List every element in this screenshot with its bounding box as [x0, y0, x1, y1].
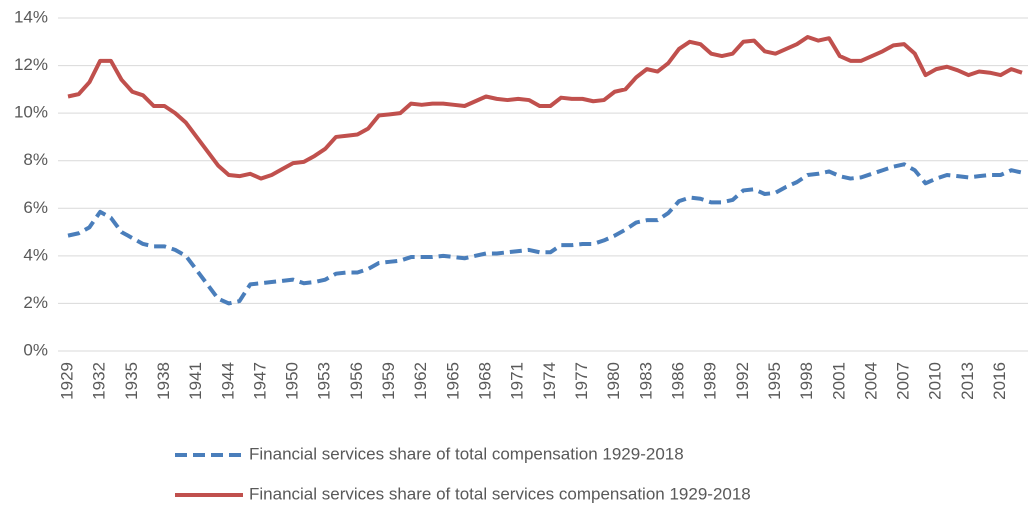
x-tick-label: 1989: [701, 362, 720, 400]
y-tick-label: 6%: [23, 198, 48, 217]
data-line: [67, 162, 1023, 306]
y-tick-label: 4%: [23, 245, 48, 264]
x-tick-label: 1962: [411, 362, 430, 400]
x-tick-label: 2010: [926, 362, 945, 400]
x-tick-label: 1986: [668, 362, 687, 400]
data-line: [67, 35, 1023, 181]
y-tick-label: 10%: [14, 103, 48, 122]
x-tick-label: 1950: [283, 362, 302, 400]
y-tick-label: 8%: [23, 150, 48, 169]
x-tick-label: 2004: [861, 362, 880, 400]
x-tick-label: 1995: [765, 362, 784, 400]
x-tick-label: 1929: [57, 362, 76, 400]
x-tick-label: 1965: [443, 362, 462, 400]
y-tick-label: 14%: [14, 7, 48, 26]
x-tick-label: 1953: [315, 362, 334, 400]
y-tick-label: 2%: [23, 293, 48, 312]
x-tick-label: 2013: [958, 362, 977, 400]
x-tick-label: 1971: [508, 362, 527, 400]
legend-label: Financial services share of total compen…: [249, 444, 684, 463]
x-tick-label: 1935: [122, 362, 141, 400]
x-tick-label: 1980: [604, 362, 623, 400]
x-tick-label: 1959: [379, 362, 398, 400]
x-tick-label: 1998: [797, 362, 816, 400]
x-tick-label: 1944: [218, 362, 237, 400]
x-tick-label: 1947: [250, 362, 269, 400]
x-tick-label: 1983: [636, 362, 655, 400]
x-tick-label: 1977: [572, 362, 591, 400]
x-tick-label: 2001: [829, 362, 848, 400]
x-tick-label: 1974: [540, 362, 559, 400]
x-tick-label: 2016: [990, 362, 1009, 400]
y-tick-label: 0%: [23, 340, 48, 359]
x-tick-label: 1938: [154, 362, 173, 400]
x-tick-label: 1992: [733, 362, 752, 400]
x-tick-label: 1932: [90, 362, 109, 400]
y-tick-label: 12%: [14, 55, 48, 74]
x-tick-label: 1956: [347, 362, 366, 400]
x-tick-label: 1968: [476, 362, 495, 400]
x-tick-label: 1941: [186, 362, 205, 400]
x-tick-label: 2007: [894, 362, 913, 400]
legend-label: Financial services share of total servic…: [249, 484, 751, 503]
